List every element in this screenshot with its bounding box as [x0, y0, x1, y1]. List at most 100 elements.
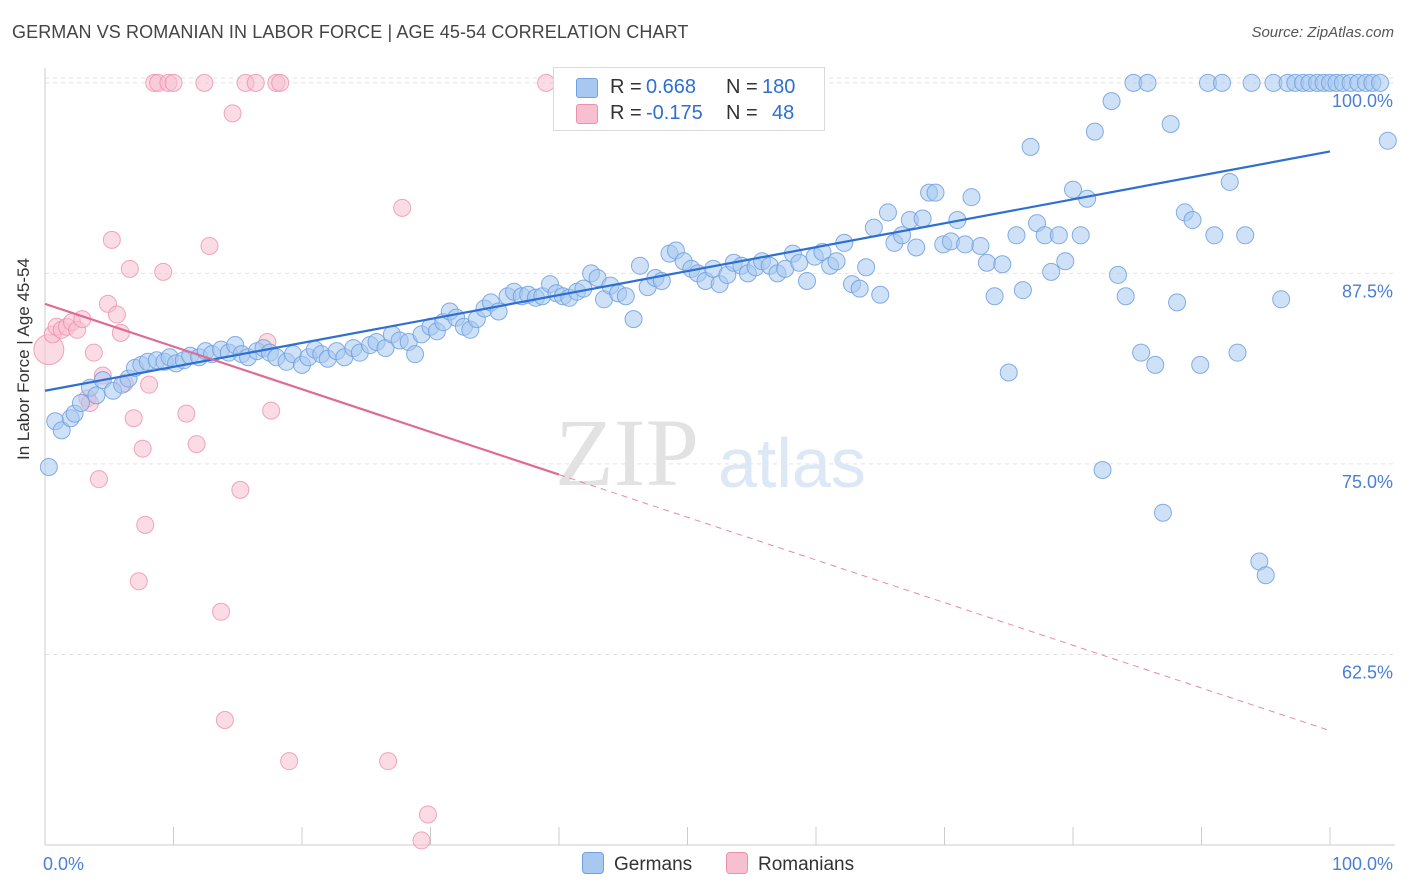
legend-german-n-value: 180	[762, 76, 796, 98]
german-point	[1132, 343, 1151, 362]
chart-title: GERMAN VS ROMANIAN IN LABOR FORCE | AGE …	[12, 22, 689, 42]
legend-german-r-value: 0.668	[646, 76, 697, 98]
german-point	[971, 236, 990, 255]
german-point	[850, 279, 869, 298]
legend-romanian-r-label: R =	[610, 102, 642, 124]
romanian-point	[280, 752, 299, 771]
romanian-point	[231, 480, 250, 499]
german-point	[1093, 461, 1112, 480]
german-point	[1191, 355, 1210, 374]
german-point	[624, 310, 643, 329]
romanian-point	[223, 104, 242, 123]
german-point	[1056, 252, 1075, 271]
romanian-point	[379, 752, 398, 771]
romanian-point	[246, 73, 265, 92]
german-point	[87, 386, 106, 405]
german-point	[1138, 73, 1157, 92]
german-point	[878, 203, 897, 222]
german-point	[71, 393, 90, 412]
romanian-point	[129, 572, 148, 591]
romanian-point	[418, 805, 437, 824]
german-point	[907, 238, 926, 257]
trend-lines	[44, 150, 1331, 732]
german-point	[52, 421, 71, 440]
german-point	[616, 287, 635, 306]
german-point	[39, 457, 58, 476]
bottom-legend-german: Germans	[582, 852, 692, 876]
german-point	[1236, 226, 1255, 245]
romanian-point	[164, 73, 183, 92]
romanian-point	[412, 831, 431, 850]
german-point	[827, 252, 846, 271]
bottom-legend-romanian-label: Romanians	[758, 854, 855, 875]
german-point	[1021, 137, 1040, 156]
german-point	[798, 272, 817, 291]
romanian-point	[177, 404, 196, 423]
german-trend-line	[44, 150, 1331, 392]
legend: R = 0.668 N = 180 R = -0.175 N = 48	[553, 67, 825, 131]
romanian-point	[271, 73, 290, 92]
german-point	[1153, 503, 1172, 522]
source-label: Source: ZipAtlas.com	[1251, 24, 1394, 41]
legend-german-n-label: N =	[726, 76, 758, 98]
romanian-points	[33, 73, 556, 850]
romanian-point	[107, 305, 126, 324]
watermark-zip: ZIP	[555, 399, 699, 506]
german-point	[985, 287, 1004, 306]
y-tick-label-3: 100.0%	[1332, 91, 1393, 111]
german-point	[857, 258, 876, 277]
german-point	[962, 188, 981, 207]
german-point	[1013, 281, 1032, 300]
german-point	[790, 253, 809, 272]
bottom-legend-romanian-swatch	[726, 852, 748, 874]
romanian-point	[200, 236, 219, 255]
german-point	[1378, 131, 1397, 150]
romanian-point	[136, 515, 155, 534]
y-tick-label-2: 87.5%	[1342, 281, 1393, 301]
y-tick-label-0: 62.5%	[1342, 662, 1393, 682]
romanian-point	[154, 262, 173, 281]
german-point	[1064, 180, 1082, 199]
romanian-point	[124, 409, 143, 428]
bottom-legend-romanian: Romanians	[726, 852, 854, 876]
german-point	[1116, 287, 1135, 306]
romanian-point	[262, 401, 281, 420]
german-point	[977, 253, 996, 272]
german-point	[864, 218, 883, 237]
romanian-trend-line	[44, 302, 560, 476]
german-point	[1108, 265, 1127, 284]
x-tick-label-1: 100.0%	[1332, 854, 1393, 874]
legend-romanian-n-value: 48	[772, 102, 795, 124]
german-point	[956, 235, 975, 254]
german-point	[1256, 566, 1275, 585]
axes	[44, 68, 1395, 846]
bottom-legend-german-label: Germans	[614, 854, 693, 875]
romanian-point	[393, 198, 412, 217]
german-point	[913, 209, 932, 228]
watermark-atlas: atlas	[718, 424, 866, 502]
german-point	[1242, 73, 1261, 92]
romanian-point	[102, 230, 121, 249]
watermark: ZIP atlas	[555, 399, 866, 506]
german-point	[926, 183, 945, 202]
y-tick-label-1: 75.0%	[1342, 472, 1393, 492]
bottom-legend-german-swatch	[582, 852, 604, 874]
romanian-point	[120, 259, 139, 278]
tick-labels: 62.5% 75.0% 87.5% 100.0% 0.0% 100.0%	[43, 91, 1393, 874]
legend-swatch-german	[576, 78, 598, 98]
romanian-point	[195, 73, 214, 92]
german-point	[1220, 172, 1239, 191]
german-point	[1146, 355, 1165, 374]
romanian-trend-line-dashed	[558, 474, 1331, 732]
german-point	[1007, 226, 1026, 245]
romanian-point	[89, 470, 108, 489]
german-points	[39, 73, 1397, 585]
german-point	[406, 345, 425, 364]
german-point	[1161, 115, 1180, 134]
romanian-point	[212, 602, 231, 621]
german-point	[871, 285, 890, 304]
legend-romanian-r-value: -0.175	[646, 102, 703, 124]
romanian-point	[84, 343, 103, 362]
y-axis-label: In Labor Force | Age 45-54	[14, 258, 33, 460]
x-tick-label-0: 0.0%	[43, 854, 84, 874]
